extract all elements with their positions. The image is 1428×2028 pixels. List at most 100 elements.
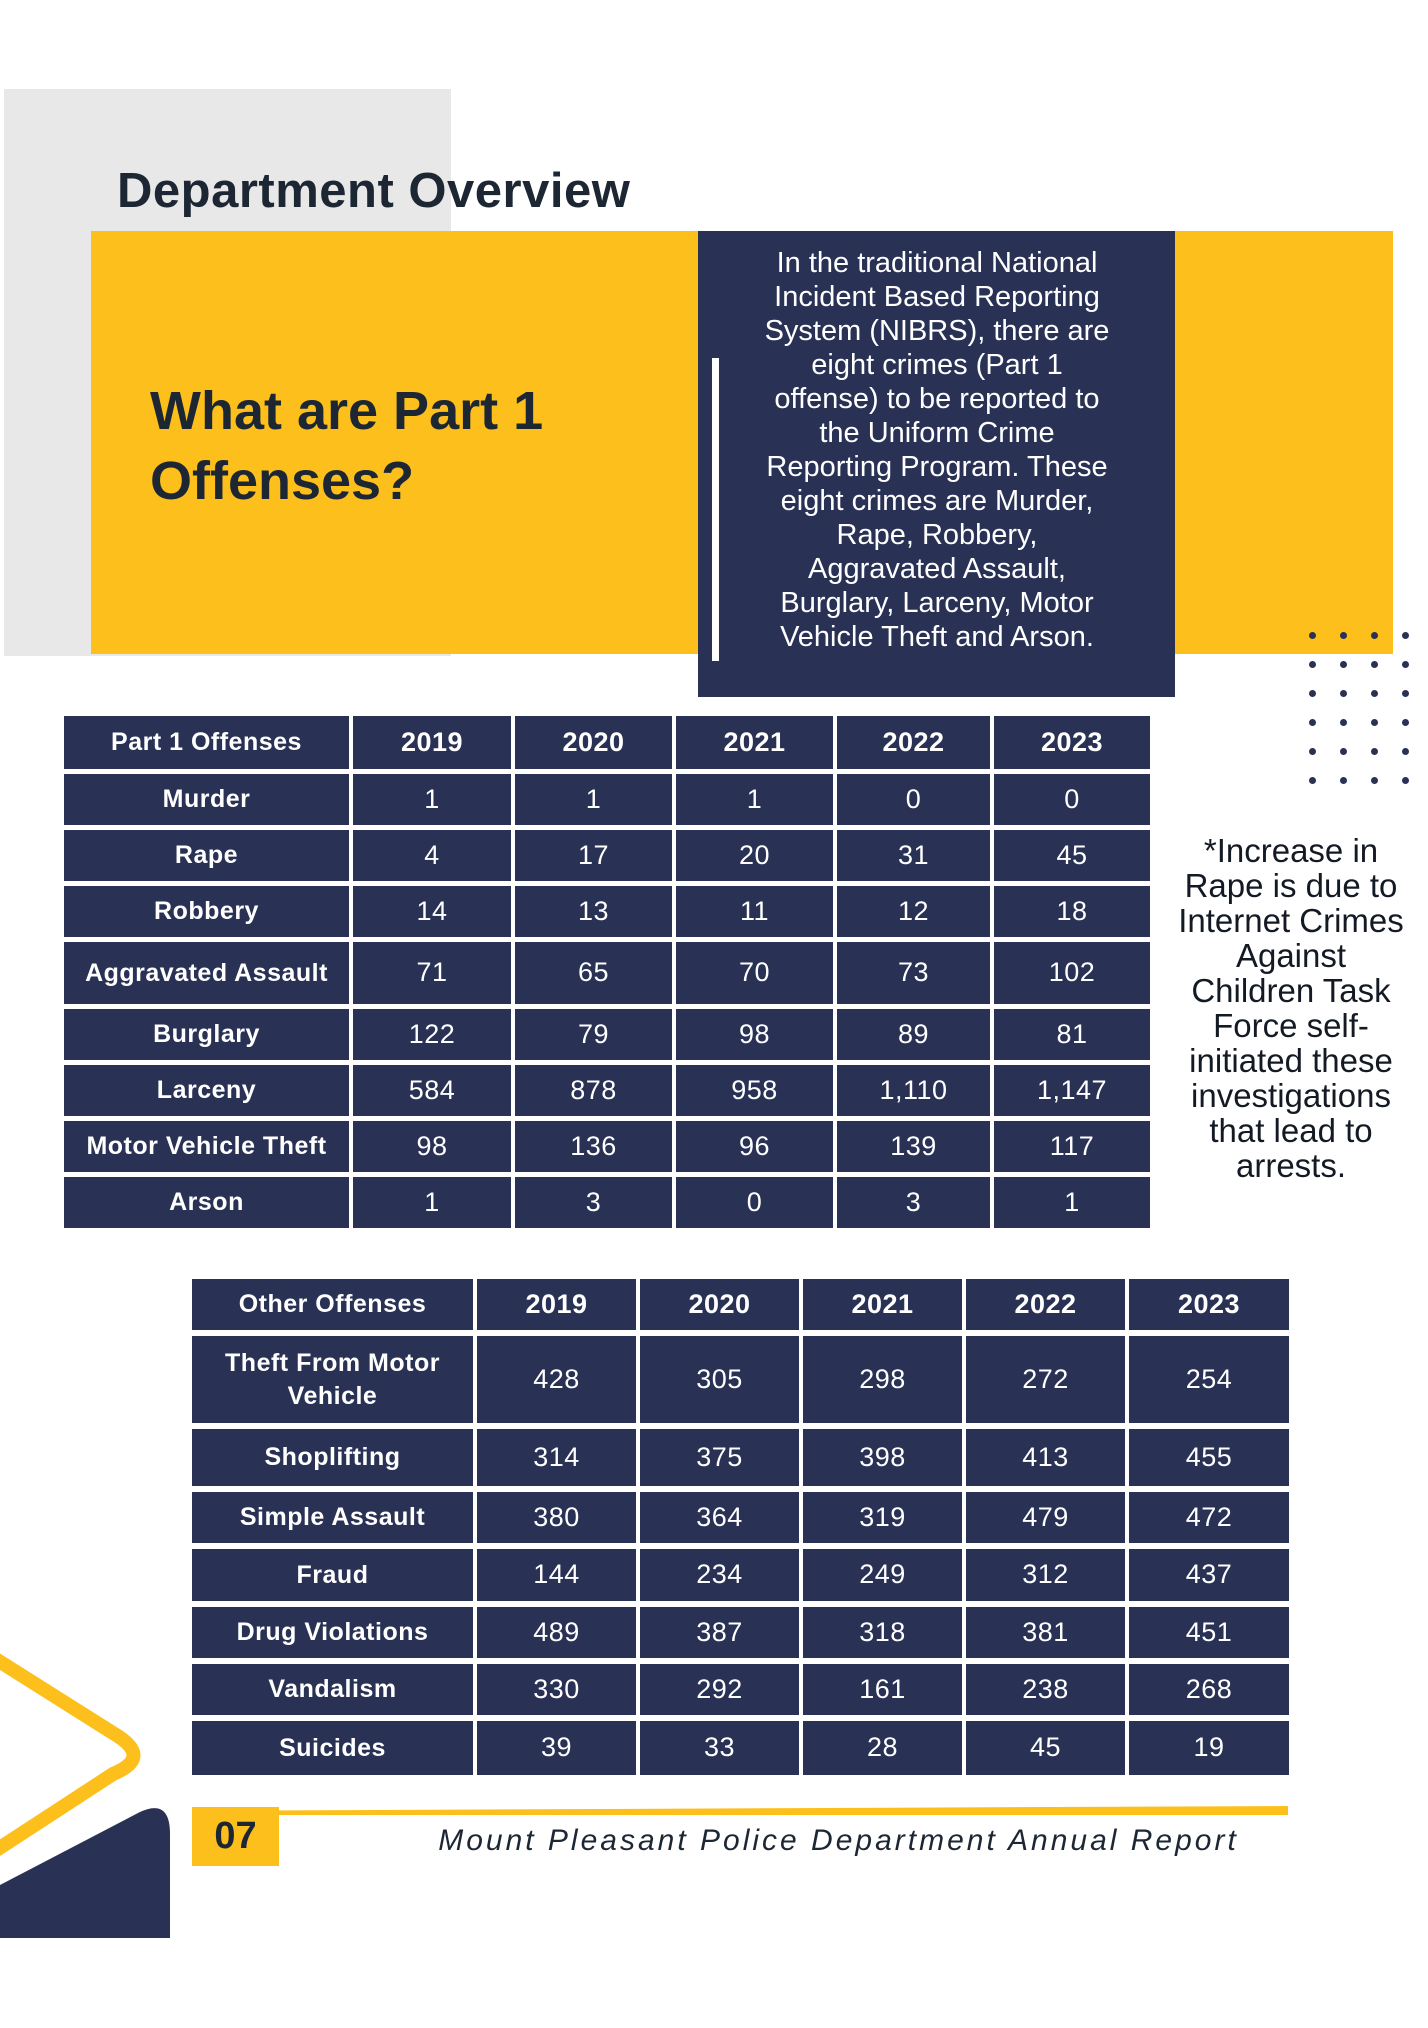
text-line: In the traditional National bbox=[776, 247, 1098, 279]
table-cell: 249 bbox=[803, 1549, 962, 1601]
table-cell: 102 bbox=[994, 942, 1150, 1004]
text-line: the Uniform Crime bbox=[819, 417, 1055, 449]
footer-text-box: Mount Pleasant Police Department Annual … bbox=[279, 1815, 1288, 1866]
text-line: arrests. bbox=[1235, 1147, 1347, 1184]
table-cell: 81 bbox=[994, 1009, 1150, 1060]
table-cell: 584 bbox=[353, 1065, 511, 1116]
dot-cell bbox=[1421, 650, 1428, 679]
text-line: Reporting Program. These bbox=[766, 451, 1108, 483]
dot-cell bbox=[1359, 708, 1390, 737]
dot-cell bbox=[1359, 737, 1390, 766]
dot-icon bbox=[1371, 690, 1378, 697]
table-cell: 73 bbox=[837, 942, 990, 1004]
dot-icon bbox=[1371, 661, 1378, 668]
row-label: Suicides bbox=[192, 1721, 473, 1775]
table-cell: 13 bbox=[515, 886, 672, 937]
table-cell: 20 bbox=[676, 830, 833, 881]
dot-icon bbox=[1402, 632, 1409, 639]
table-cell: 71 bbox=[353, 942, 511, 1004]
row-label: Murder bbox=[64, 774, 349, 825]
dot-cell bbox=[1328, 621, 1359, 650]
text-line: Rape, Robbery, bbox=[836, 519, 1038, 551]
table-cell: 3 bbox=[515, 1177, 672, 1228]
column-header: Part 1 Offenses bbox=[64, 716, 349, 769]
text-line: Against bbox=[1235, 937, 1347, 974]
dot-icon bbox=[1402, 719, 1409, 726]
table-cell: 314 bbox=[477, 1429, 636, 1486]
table-cell: 472 bbox=[1129, 1492, 1289, 1543]
table-cell: 136 bbox=[515, 1121, 672, 1172]
dot-icon bbox=[1340, 661, 1347, 668]
table-cell: 292 bbox=[640, 1664, 799, 1715]
table-cell: 455 bbox=[1129, 1429, 1289, 1486]
dot-icon bbox=[1402, 777, 1409, 784]
table-cell: 479 bbox=[966, 1492, 1125, 1543]
table-cell: 4 bbox=[353, 830, 511, 881]
table-cell: 33 bbox=[640, 1721, 799, 1775]
column-header: 2023 bbox=[994, 716, 1150, 769]
dot-cell bbox=[1421, 621, 1428, 650]
text-line: eight crimes are Murder, bbox=[780, 485, 1094, 517]
rape-increase-note: *Increase in Rape is due to Internet Crime… bbox=[1160, 833, 1422, 1183]
dot-cell bbox=[1390, 766, 1421, 795]
text-line: Aggravated Assault, bbox=[808, 553, 1066, 585]
page-title: Department Overview bbox=[117, 164, 631, 218]
footer-report-title: Mount Pleasant Police Department Annual … bbox=[438, 1823, 1239, 1857]
table-cell: 11 bbox=[676, 886, 833, 937]
dot-icon bbox=[1371, 719, 1378, 726]
dot-cell bbox=[1390, 737, 1421, 766]
table-cell: 70 bbox=[676, 942, 833, 1004]
table-cell: 161 bbox=[803, 1664, 962, 1715]
table-cell: 380 bbox=[477, 1492, 636, 1543]
table-cell: 254 bbox=[1129, 1336, 1289, 1423]
dot-cell bbox=[1297, 766, 1328, 795]
dot-icon bbox=[1309, 690, 1316, 697]
table-cell: 387 bbox=[640, 1607, 799, 1658]
text-line: investigations bbox=[1191, 1077, 1391, 1114]
table-cell: 28 bbox=[803, 1721, 962, 1775]
table-cell: 381 bbox=[966, 1607, 1125, 1658]
text-line: Rape is due to bbox=[1184, 867, 1398, 904]
nibrs-description-text: In the traditional National Incident Base… bbox=[720, 246, 1154, 654]
table-cell: 268 bbox=[1129, 1664, 1289, 1715]
dot-cell bbox=[1297, 679, 1328, 708]
table-cell: 45 bbox=[966, 1721, 1125, 1775]
column-header: 2019 bbox=[477, 1279, 636, 1330]
column-header: 2022 bbox=[966, 1279, 1125, 1330]
table-cell: 14 bbox=[353, 886, 511, 937]
table-cell: 45 bbox=[994, 830, 1150, 881]
dot-cell bbox=[1421, 679, 1428, 708]
dot-cell bbox=[1328, 650, 1359, 679]
text-line: initiated these bbox=[1189, 1042, 1393, 1079]
table-cell: 319 bbox=[803, 1492, 962, 1543]
navy-corner-triangle bbox=[0, 1808, 170, 1938]
column-header: 2020 bbox=[515, 716, 672, 769]
table-cell: 1 bbox=[994, 1177, 1150, 1228]
dot-cell bbox=[1421, 708, 1428, 737]
dot-icon bbox=[1340, 719, 1347, 726]
dot-cell bbox=[1297, 737, 1328, 766]
text-line: offense) to be reported to bbox=[774, 383, 1100, 415]
column-header: 2022 bbox=[837, 716, 990, 769]
text-line: *Increase in bbox=[1203, 832, 1379, 869]
dot-icon bbox=[1371, 748, 1378, 755]
table-cell: 122 bbox=[353, 1009, 511, 1060]
table-cell: 144 bbox=[477, 1549, 636, 1601]
dot-cell bbox=[1359, 621, 1390, 650]
dot-cell bbox=[1328, 737, 1359, 766]
column-header: 2021 bbox=[676, 716, 833, 769]
page-number: 07 bbox=[214, 1815, 257, 1857]
table-cell: 117 bbox=[994, 1121, 1150, 1172]
corner-decoration bbox=[0, 1653, 170, 1938]
dot-cell bbox=[1390, 708, 1421, 737]
row-label: Simple Assault bbox=[192, 1492, 473, 1543]
dot-icon bbox=[1340, 777, 1347, 784]
text-line: Children Task bbox=[1191, 972, 1391, 1009]
table-cell: 1,147 bbox=[994, 1065, 1150, 1116]
row-label: Rape bbox=[64, 830, 349, 881]
row-label: Fraud bbox=[192, 1549, 473, 1601]
row-label: Drug Violations bbox=[192, 1607, 473, 1658]
text-line: Force self- bbox=[1213, 1007, 1369, 1044]
table-cell: 364 bbox=[640, 1492, 799, 1543]
